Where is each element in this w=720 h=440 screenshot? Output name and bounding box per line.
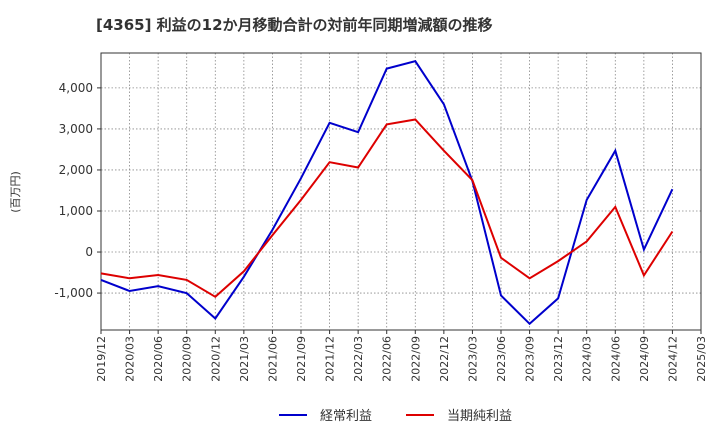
y-tick-label: 1,000 <box>59 204 93 218</box>
grid-layer <box>101 53 701 330</box>
legend-label-junri: 当期純利益 <box>447 409 512 424</box>
y-tick-label: 3,000 <box>59 122 93 136</box>
x-tick-label: 2020/03 <box>124 336 137 382</box>
x-tick-label: 2020/06 <box>152 336 165 382</box>
x-tick-label: 2024/03 <box>581 336 594 382</box>
x-tick-label: 2025/03 <box>695 336 708 382</box>
x-tick-label: 2022/03 <box>352 336 365 382</box>
y-axis-label: (百万円) <box>9 171 22 213</box>
x-tick-label: 2024/09 <box>638 336 651 382</box>
x-tick-label: 2024/06 <box>609 336 622 382</box>
x-tick-label: 2021/09 <box>295 336 308 382</box>
x-tick-label: 2020/09 <box>181 336 194 382</box>
x-tick-label: 2022/09 <box>409 336 422 382</box>
legend-label-keijo: 経常利益 <box>320 409 372 424</box>
x-tick-label: 2023/09 <box>524 336 537 382</box>
plot-area-border <box>100 52 702 331</box>
chart-title: [4365] 利益の12か月移動合計の対前年同期増減額の推移 <box>96 16 493 34</box>
x-tick-label: 2021/06 <box>266 336 279 382</box>
y-tick-label: 4,000 <box>59 81 93 95</box>
x-tick-label: 2023/06 <box>495 336 508 382</box>
x-tick-label: 2021/03 <box>238 336 251 382</box>
x-axis-ticks: 2019/12 2020/03 2020/06 2020/09 2020/12 2021/… <box>95 330 708 382</box>
series-layer <box>100 60 674 326</box>
legend: 経常利益 当期純利益 <box>279 409 512 424</box>
x-tick-label: 2022/12 <box>438 336 451 382</box>
x-tick-label: 2023/12 <box>552 336 565 382</box>
y-tick-label: -1,000 <box>54 286 93 300</box>
x-tick-label: 2020/12 <box>209 336 222 382</box>
series-line-0 <box>100 60 674 326</box>
y-tick-label: 2,000 <box>59 163 93 177</box>
y-tick-label: 0 <box>85 245 93 259</box>
x-tick-label: 2023/03 <box>466 336 479 382</box>
x-tick-label: 2019/12 <box>95 336 108 382</box>
x-tick-label: 2024/12 <box>666 336 679 382</box>
x-tick-label: 2021/12 <box>324 336 337 382</box>
x-tick-label: 2022/06 <box>381 336 394 382</box>
series-line-1 <box>100 118 674 299</box>
y-axis-ticks: -1,000 0 1,000 2,000 3,000 4,000 <box>54 81 101 300</box>
